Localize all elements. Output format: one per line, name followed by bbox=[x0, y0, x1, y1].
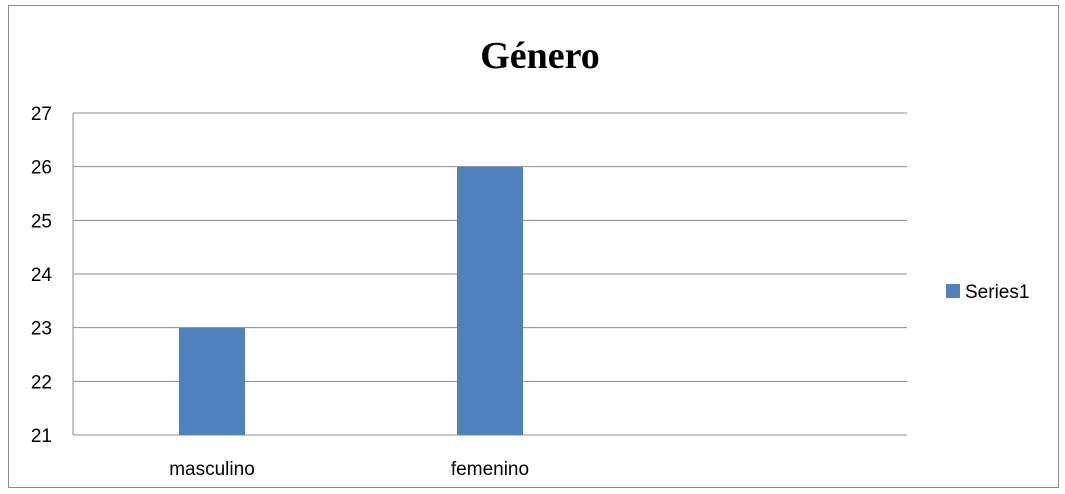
x-tick-label: femenino bbox=[451, 459, 529, 480]
chart-title: Género bbox=[480, 35, 600, 77]
y-tick-label: 22 bbox=[31, 372, 52, 393]
y-tick-label: 21 bbox=[31, 426, 52, 447]
legend-swatch bbox=[946, 284, 960, 298]
bar-masculino bbox=[179, 327, 245, 435]
axis-layer: 21 22 23 24 25 26 27 masculino femenino bbox=[31, 104, 529, 480]
x-tick-label: masculino bbox=[169, 459, 255, 480]
bar-femenino bbox=[457, 166, 523, 435]
y-tick-label: 25 bbox=[31, 211, 52, 232]
legend: Series1 bbox=[946, 282, 1029, 303]
y-tick-label: 27 bbox=[31, 104, 52, 125]
y-tick-label: 24 bbox=[31, 265, 53, 286]
y-tick-label: 26 bbox=[31, 158, 52, 179]
legend-label: Series1 bbox=[965, 282, 1029, 303]
bar-layer bbox=[179, 166, 523, 435]
y-tick-label: 23 bbox=[31, 319, 52, 340]
